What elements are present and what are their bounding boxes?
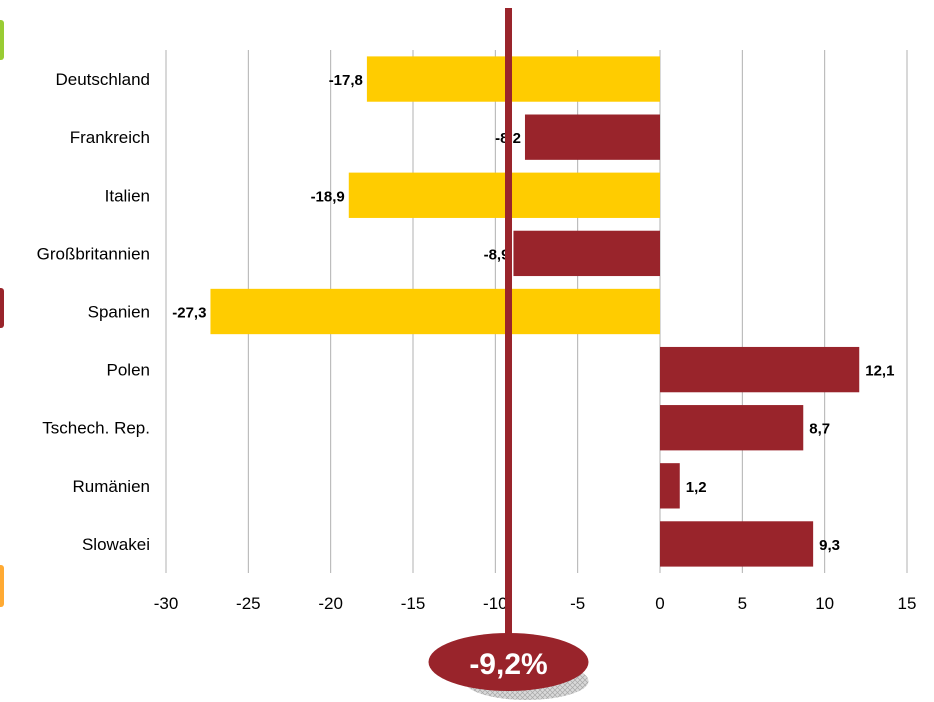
value-label: -18,9 — [311, 188, 345, 205]
bar — [348, 172, 660, 218]
x-tick-label: -5 — [570, 594, 585, 613]
bar — [210, 288, 660, 335]
value-label: -17,8 — [329, 72, 363, 89]
bar — [366, 56, 660, 102]
category-label: Polen — [107, 361, 150, 380]
bar — [660, 346, 860, 393]
reference-label: -9,2% — [469, 648, 547, 681]
category-label: Tschech. Rep. — [42, 419, 150, 438]
value-label: 1,2 — [686, 479, 707, 496]
x-tick-label: -15 — [401, 594, 426, 613]
x-tick-label: 0 — [655, 594, 664, 613]
reference-line: -9,2% — [428, 8, 589, 700]
edge-tab-green — [0, 20, 4, 60]
value-label: -27,3 — [172, 305, 206, 322]
value-label: -8,9 — [484, 246, 510, 263]
x-tick-label: -10 — [483, 594, 508, 613]
category-label: Rumänien — [73, 477, 151, 496]
x-tick-label: 15 — [898, 594, 917, 613]
category-label: Deutschland — [55, 70, 150, 89]
value-label: 8,7 — [809, 421, 830, 438]
x-tick-label: -25 — [236, 594, 261, 613]
edge-tab-red — [0, 288, 4, 328]
value-label: 9,3 — [819, 537, 840, 554]
bar — [660, 521, 814, 567]
edge-tab-orange — [0, 565, 4, 607]
category-label: Frankreich — [70, 128, 150, 147]
bars — [210, 56, 860, 567]
bar — [524, 114, 660, 160]
category-label: Italien — [105, 186, 150, 205]
category-label: Spanien — [88, 303, 150, 322]
value-label: 12,1 — [865, 363, 894, 380]
x-tick-label: 10 — [815, 594, 834, 613]
bar — [660, 463, 680, 509]
reference-bubble — [428, 633, 589, 691]
x-tick-label: -20 — [318, 594, 343, 613]
bar — [513, 230, 660, 277]
x-tick-label: -30 — [154, 594, 179, 613]
bar — [660, 405, 804, 451]
labels: -30 -25 -20 -15 -10 -5 0 5 10 15 Deutschland -17,8 F… — [37, 70, 917, 613]
x-tick-label: 5 — [738, 594, 747, 613]
category-label: Großbritannien — [37, 244, 150, 263]
reference-line-bar — [505, 8, 513, 658]
category-label: Slowakei — [82, 535, 150, 554]
